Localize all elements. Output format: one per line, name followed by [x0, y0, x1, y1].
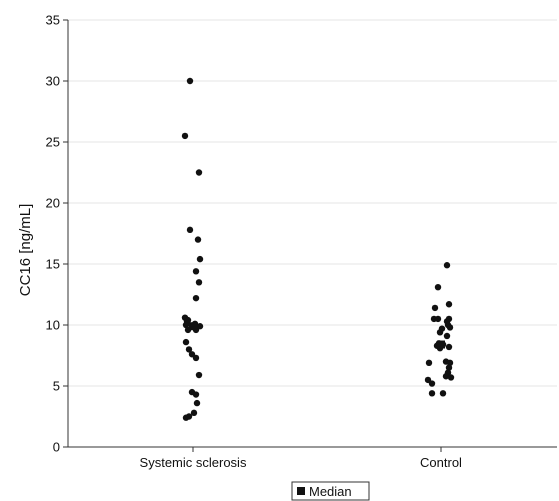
x-tick-label: Systemic sclerosis — [140, 455, 247, 470]
data-point — [182, 338, 190, 346]
y-tick-label: 25 — [46, 135, 60, 150]
data-point — [185, 413, 193, 420]
data-point — [446, 359, 454, 367]
data-point — [190, 409, 198, 417]
data-point — [446, 324, 454, 331]
data-point — [184, 316, 192, 324]
data-point — [434, 283, 442, 291]
data-point — [425, 359, 433, 367]
y-tick-label: 15 — [46, 257, 60, 272]
gridlines — [68, 19, 557, 387]
data-point — [193, 399, 201, 407]
data-point — [195, 169, 203, 176]
data-point — [439, 390, 447, 397]
data-point — [192, 354, 200, 362]
x-axis-ticks: Systemic sclerosis Control — [140, 447, 462, 470]
legend-median-marker — [297, 487, 305, 495]
data-point — [442, 373, 450, 380]
data-point — [445, 364, 453, 371]
data-point — [194, 236, 202, 243]
y-tick-label: 0 — [53, 440, 60, 455]
data-point — [431, 304, 439, 312]
y-tick-label: 35 — [46, 13, 60, 28]
axes — [67, 20, 557, 448]
data-point — [192, 391, 200, 398]
x-tick-label: Control — [420, 455, 462, 470]
legend-box — [291, 481, 370, 501]
data-point — [445, 315, 453, 323]
y-tick-label: 10 — [46, 318, 60, 333]
data-point — [185, 346, 193, 353]
data-point — [428, 380, 436, 387]
legend: Median — [291, 481, 370, 501]
data-point — [436, 329, 444, 336]
data-points — [181, 77, 455, 421]
data-point — [443, 332, 451, 340]
y-axis-label: CC16 [ng/mL] — [17, 204, 34, 297]
data-point — [445, 343, 453, 351]
data-point — [186, 226, 194, 234]
data-point — [443, 262, 451, 269]
data-point — [181, 132, 189, 140]
data-point — [192, 294, 200, 302]
data-point — [196, 255, 204, 263]
y-axis-ticks: 0 5 10 15 20 25 30 35 — [46, 13, 68, 455]
y-tick-label: 30 — [46, 74, 60, 89]
data-point — [186, 77, 194, 85]
data-point — [445, 301, 453, 308]
median-marker — [189, 322, 197, 331]
data-point — [428, 390, 436, 397]
y-tick-label: 5 — [53, 379, 60, 394]
median-marker — [437, 340, 445, 349]
data-point — [195, 279, 203, 286]
data-point — [195, 371, 203, 379]
data-point — [196, 323, 204, 330]
y-tick-label: 20 — [46, 196, 60, 211]
data-point — [182, 321, 190, 329]
data-point — [434, 315, 442, 323]
legend-label: Median — [309, 484, 352, 499]
data-point — [192, 268, 200, 275]
data-point — [447, 374, 455, 381]
